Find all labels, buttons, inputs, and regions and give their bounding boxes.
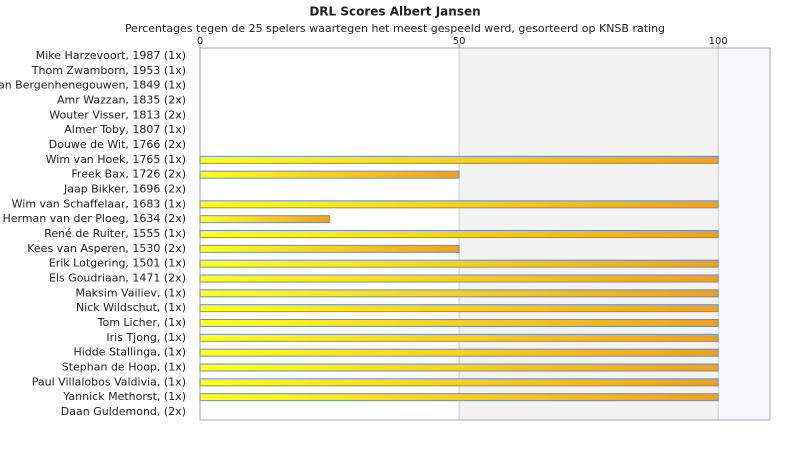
bar [199,200,719,209]
x-tick-label: 100 [709,36,728,47]
plot-band [718,48,770,420]
y-tick-label: René de Ruiter, 1555 (1x) [44,227,186,240]
y-tick-label: Stephan de Hoop, (1x) [62,361,186,374]
bar [199,363,719,372]
y-tick-label: Wim van Hoek, 1765 (1x) [46,153,186,166]
bar [199,155,719,164]
y-tick-label: Daan Guldemond, (2x) [61,405,186,418]
bar [199,393,719,402]
y-tick-label: Wim van Schaffelaar, 1683 (1x) [12,197,186,210]
bar [199,289,719,298]
bar [199,244,460,253]
y-tick-label: Douwe de Wit, 1766 (2x) [49,138,186,151]
bar [199,348,719,357]
x-tick-label: 50 [453,36,466,47]
y-tick-label: Els Goudriaan, 1471 (2x) [49,272,186,285]
y-tick-label: Amr Wazzan, 1835 (2x) [57,94,186,107]
y-tick-label: Wouter Visser, 1813 (2x) [49,108,186,121]
y-tick-label: van Bergenhenegouwen, 1849 (1x) [0,79,186,92]
chart-title: DRL Scores Albert Jansen [309,5,480,19]
y-tick-label: Herman van der Ploeg, 1634 (2x) [2,212,186,225]
y-tick-label: Hidde Stallinga, (1x) [73,346,186,359]
bar [199,274,719,283]
y-tick-label: Paul Villalobos Valdivia, (1x) [32,375,186,388]
y-tick-label: Almer Toby, 1807 (1x) [64,123,186,136]
y-tick-label: Iris Tjong, (1x) [106,331,186,344]
y-tick-label: Yannick Methorst, (1x) [62,390,186,403]
y-tick-label: Jaap Bikker, 1696 (2x) [63,183,186,196]
bar [199,230,719,238]
y-tick-label: Freek Bax, 1726 (2x) [71,168,186,181]
y-tick-label: Erik Lotgering, 1501 (1x) [49,257,186,270]
bar [199,259,719,268]
y-tick-label: Mike Harzevoort, 1987 (1x) [36,49,186,62]
y-tick-label: Kees van Asperen, 1530 (2x) [27,242,186,255]
x-tick-label: 0 [197,36,203,47]
bar [199,333,719,342]
chart-subtitle: Percentages tegen de 25 spelers waartege… [125,22,665,35]
bar [199,215,331,224]
y-tick-label: Thom Zwamborn, 1953 (1x) [31,64,186,77]
bar [199,378,719,387]
y-tick-label: Maksim Vailiev, (1x) [75,286,186,299]
bar [199,319,719,327]
y-tick-label: Tom Licher, (1x) [97,316,186,329]
y-tick-label: Nick Wildschut, (1x) [76,301,186,314]
bar [199,304,719,313]
bar [199,170,460,179]
